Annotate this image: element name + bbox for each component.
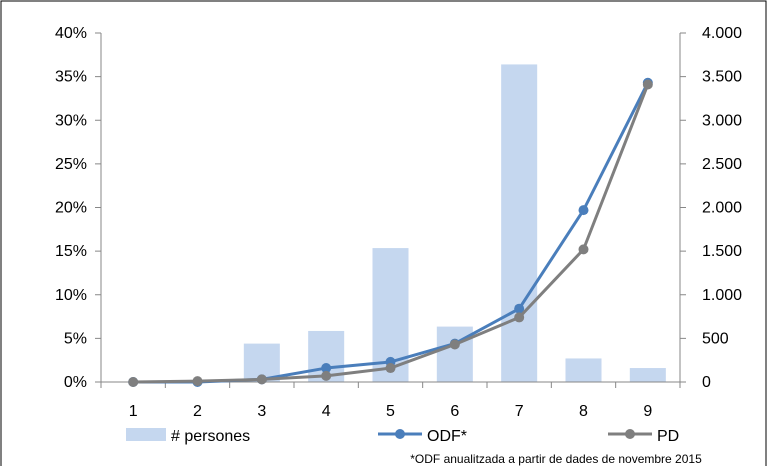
legend-swatch-persones <box>126 428 166 441</box>
legend-marker-pd <box>625 429 635 439</box>
x-tick-label-6: 6 <box>450 403 459 420</box>
x-tick-label-2: 2 <box>193 403 202 420</box>
point-pd-6 <box>449 339 460 350</box>
y-left-tick-label: 5% <box>64 330 87 347</box>
y-right-tick-label: 1.000 <box>702 287 742 304</box>
legend-label-pd: PD <box>657 428 679 445</box>
y-left-tick-label: 0% <box>64 374 87 391</box>
footnote: *ODF anualitzada a partir de dades de no… <box>410 452 702 466</box>
y-right-tick-label: 0 <box>702 374 711 391</box>
y-left-tick-label: 30% <box>55 112 87 129</box>
point-pd-9 <box>642 79 653 90</box>
x-tick-label-3: 3 <box>257 403 266 420</box>
point-odf-8 <box>578 205 589 216</box>
y-right-tick-label: 3.000 <box>702 112 742 129</box>
x-tick-label-8: 8 <box>579 403 588 420</box>
bar-6 <box>436 326 473 382</box>
point-pd-8 <box>578 244 589 255</box>
y-right-tick-label: 500 <box>702 330 729 347</box>
y-right-tick-label: 2.000 <box>702 200 742 217</box>
y-left-tick-label: 35% <box>55 69 87 86</box>
x-tick-label-5: 5 <box>386 403 395 420</box>
legend-label-odf: ODF* <box>427 428 467 445</box>
point-pd-3 <box>256 374 267 385</box>
bars-group <box>243 64 666 382</box>
point-pd-5 <box>385 363 396 374</box>
lines-group <box>128 77 653 387</box>
x-tick-label-4: 4 <box>322 403 331 420</box>
x-tick-label-1: 1 <box>129 403 138 420</box>
point-odf-7 <box>514 303 525 314</box>
y-left-tick-label: 10% <box>55 287 87 304</box>
legend-marker-odf <box>395 429 405 439</box>
legend-label-persones: # persones <box>171 428 250 445</box>
x-tick-label-7: 7 <box>515 403 524 420</box>
point-pd-1 <box>128 377 139 387</box>
y-right-tick-label: 4.000 <box>702 25 742 42</box>
y-right-tick-label: 1.500 <box>702 243 742 260</box>
point-pd-7 <box>514 312 525 323</box>
point-pd-4 <box>321 370 332 381</box>
y-right-tick-label: 3.500 <box>702 69 742 86</box>
point-odf-4 <box>321 363 332 374</box>
y-right-tick-label: 2.500 <box>702 156 742 173</box>
y-left-tick-label: 40% <box>55 25 87 42</box>
x-tick-label-9: 9 <box>643 403 652 420</box>
bar-7 <box>501 64 538 382</box>
legend: # persones ODF* PD <box>126 428 679 445</box>
y-left-tick-label: 20% <box>55 200 87 217</box>
point-pd-2 <box>192 376 203 387</box>
y-left-tick-label: 15% <box>55 243 87 260</box>
bar-8 <box>565 358 602 382</box>
y-left-tick-label: 25% <box>55 156 87 173</box>
bar-9 <box>629 368 666 382</box>
